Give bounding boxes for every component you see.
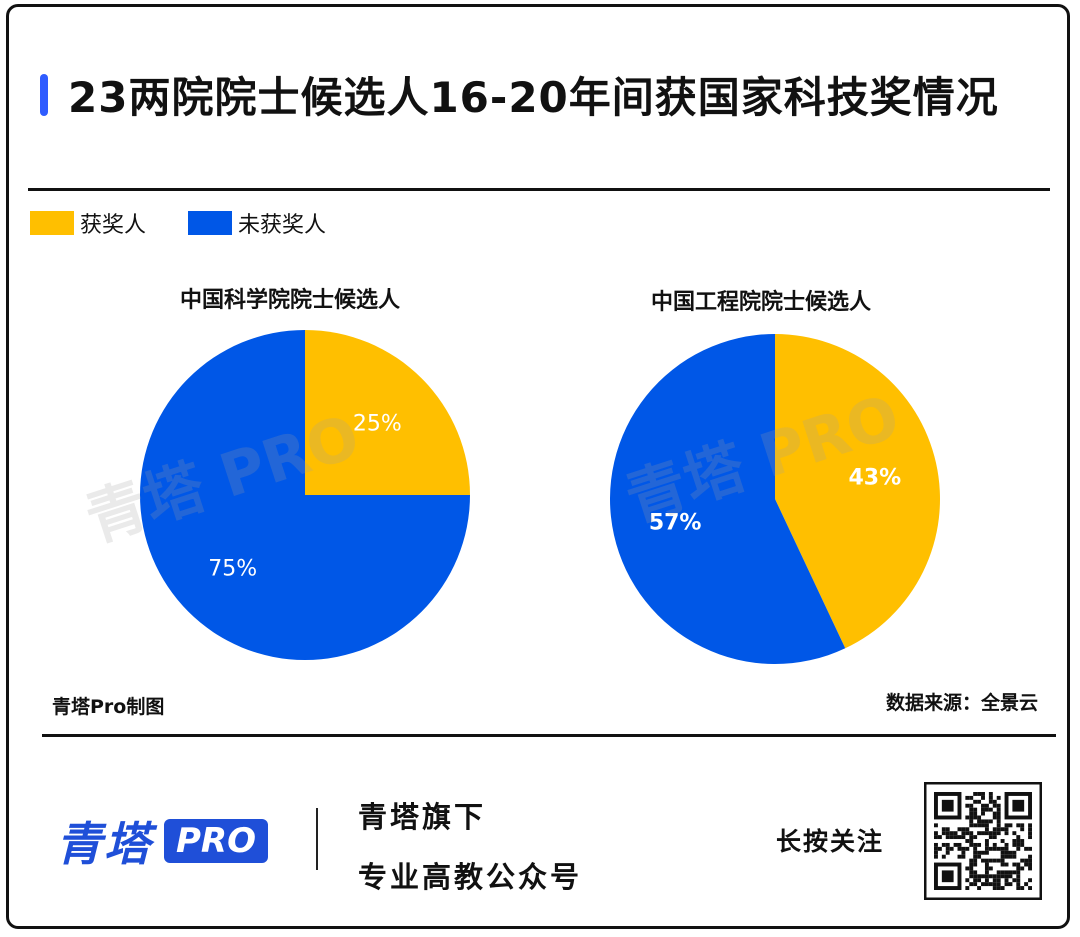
chart-legend: 获奖人 未获奖人 xyxy=(30,208,368,238)
tagline-1: 青塔旗下 xyxy=(358,800,487,834)
legend-item-not-awarded: 未获奖人 xyxy=(188,207,326,239)
brand-pro-badge: PRO xyxy=(164,819,269,863)
brand-separator xyxy=(316,808,318,870)
qr-code-icon[interactable] xyxy=(924,782,1042,900)
pie-slice-not-awarded xyxy=(610,334,846,664)
pie-1-title: 中国科学院院士候选人 xyxy=(180,288,401,313)
pie-data-label: 25% xyxy=(353,412,402,437)
pie-data-label: 43% xyxy=(849,466,902,491)
pie-chart-cae: 43% 57% xyxy=(610,334,940,664)
pie-slice-awarded xyxy=(775,334,940,649)
card-frame xyxy=(6,4,1070,929)
legend-swatch-not-awarded xyxy=(188,211,233,235)
data-source: 数据来源：全景云 xyxy=(885,692,1038,714)
title-accent-bar xyxy=(40,74,48,116)
pie-slice-awarded xyxy=(305,330,470,495)
legend-item-awarded: 获奖人 xyxy=(30,207,146,239)
pie-slice-not-awarded xyxy=(140,330,470,660)
pie-data-label: 75% xyxy=(208,556,257,581)
follow-prompt: 长按关注 xyxy=(776,827,885,856)
pie-2-title: 中国工程院院士候选人 xyxy=(651,290,872,315)
legend-label-awarded: 获奖人 xyxy=(80,213,147,238)
brand-name: 青塔 xyxy=(56,817,152,871)
bottom-divider xyxy=(42,734,1056,737)
legend-label-not-awarded: 未获奖人 xyxy=(238,213,327,238)
pie-data-label: 57% xyxy=(649,510,702,535)
chart-credit: 青塔Pro制图 xyxy=(52,696,165,718)
top-divider xyxy=(28,188,1050,191)
pie-chart-cas: 25% 75% xyxy=(140,330,470,660)
page-title: 23两院院士候选人16-20年间获国家科技奖情况 xyxy=(68,73,999,122)
brand-logo: 青塔 PRO xyxy=(56,808,269,874)
tagline-2: 专业高教公众号 xyxy=(358,860,583,894)
legend-swatch-awarded xyxy=(30,211,74,235)
